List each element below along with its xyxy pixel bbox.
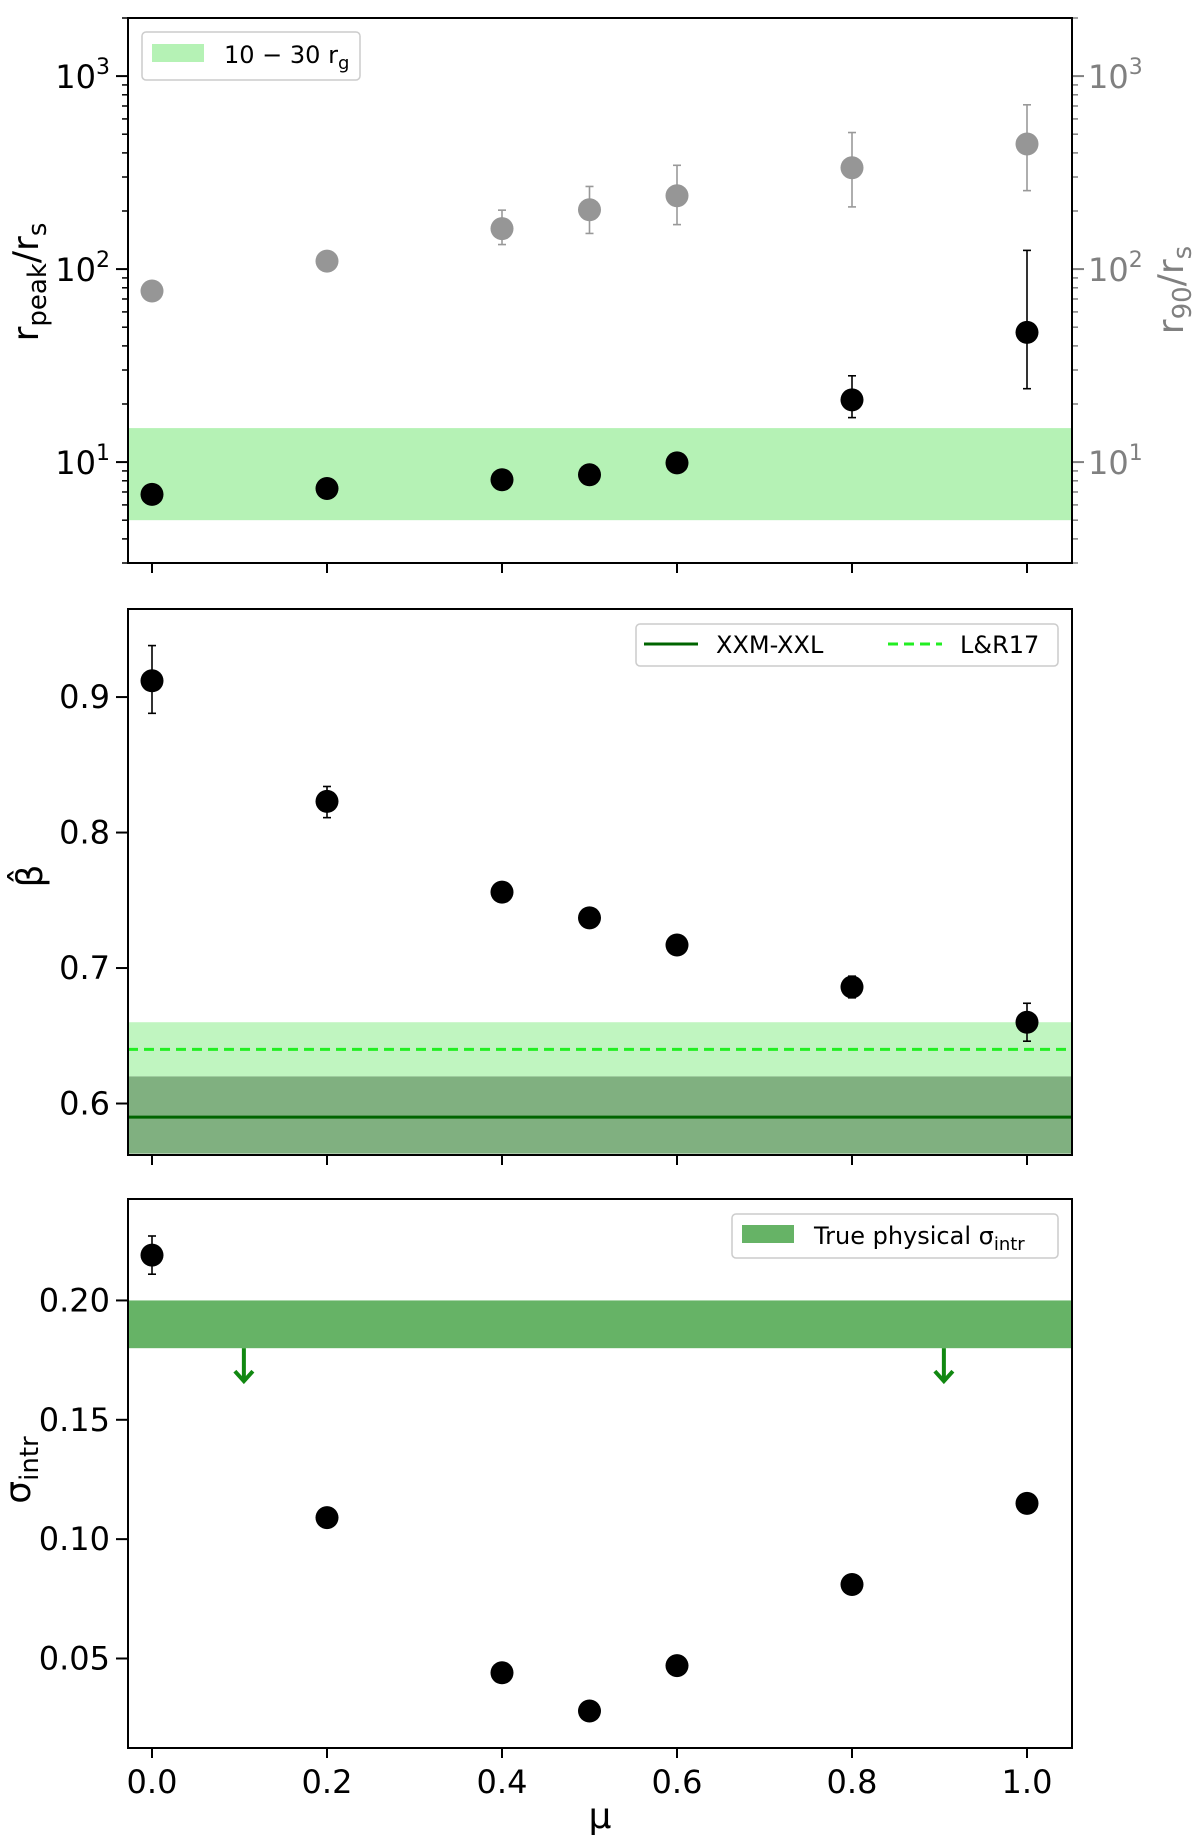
r90-point-2: [490, 217, 514, 241]
beta-point-2: [490, 880, 514, 904]
y-tick-label-left-10: 101: [55, 441, 110, 482]
top-ylabel-right: r90/rs: [1151, 246, 1198, 334]
top-ylabel: rpeak/rs: [6, 223, 53, 342]
r90-point-6: [1015, 132, 1039, 156]
panel-bottom: 0.05 0.10 0.15 0.20 0.0 0.2 0.4 0.6 0.8 1.0 True …: [0, 1198, 1073, 1835]
x-tick-label-0.4: 0.4: [477, 1763, 528, 1801]
rpeak-point-2: [490, 468, 514, 492]
sigma-point-5: [840, 1572, 864, 1596]
sigma-point-6: [1015, 1491, 1039, 1515]
rpeak-point-4: [665, 451, 689, 475]
r90-point-4: [665, 184, 689, 208]
y-tick-label-0.20: 0.20: [39, 1281, 110, 1319]
sigma-point-4: [665, 1654, 689, 1678]
legend-xxm-label: XXM-XXL: [716, 631, 824, 659]
beta-point-3: [578, 906, 601, 930]
bottom-legend-box: [731, 1213, 1059, 1259]
x-tick-label-0.8: 0.8: [827, 1763, 878, 1801]
upper-limit-arrows: [233, 1348, 955, 1385]
x-tick-label-0.2: 0.2: [302, 1763, 353, 1801]
sigma-point-1: [315, 1506, 339, 1530]
sigma-point-2: [490, 1661, 514, 1685]
bottom-axes-frame: [127, 1198, 1073, 1749]
y-tick-label-0.7: 0.7: [59, 949, 110, 987]
band-xxm-xxl: [128, 1076, 1072, 1154]
y-tick-label-left-100: 102: [55, 248, 110, 289]
y-tick-label-0.10: 0.10: [39, 1520, 110, 1558]
y-tick-label-0.8: 0.8: [59, 814, 110, 852]
panel-top: 101 101 102 102 103 103 10 − 30 rg rpeak/rs r…: [6, 17, 1198, 573]
bottom-legend: True physical σintr: [731, 1213, 1059, 1259]
series-r90: [140, 104, 1039, 303]
y-tick-label-right-10: 101: [1088, 441, 1143, 482]
bottom-ticks: 0.05 0.10 0.15 0.20 0.0 0.2 0.4 0.6 0.8 1.0: [39, 1281, 1053, 1801]
middle-ticks: 0.6 0.7 0.8 0.9: [59, 678, 1028, 1165]
rpeak-point-3: [578, 463, 601, 487]
beta-point-5: [840, 975, 864, 999]
arrow-head-1: [933, 1369, 955, 1385]
top-axes-frame: [127, 17, 1073, 564]
x-axis-label: μ: [589, 1796, 612, 1835]
bottom-legend-swatch: [742, 1225, 794, 1243]
y-tick-label-left-1000: 103: [55, 55, 110, 96]
y-tick-label-right-1000: 103: [1088, 55, 1143, 96]
beta-point-4: [665, 933, 689, 957]
top-ticks: 101 101 102 102 103 103: [55, 17, 1143, 573]
y-tick-label-0.9: 0.9: [59, 678, 110, 716]
y-tick-label-right-100: 102: [1088, 248, 1143, 289]
rpeak-point-6: [1015, 320, 1039, 344]
beta-point-0: [140, 669, 164, 693]
y-tick-label-0.15: 0.15: [39, 1401, 110, 1439]
middle-ylabel: β̂: [6, 865, 51, 888]
middle-legend: XXM-XXL L&R17: [635, 623, 1059, 667]
r90-point-3: [578, 198, 601, 222]
panel-middle: 0.6 0.7 0.8 0.9 XXM-XXL L&R17 β̂: [6, 608, 1073, 1165]
bottom-legend-label: True physical σintr: [813, 1222, 1025, 1255]
top-legend: 10 − 30 rg: [141, 31, 361, 81]
series-rpeak: [140, 249, 1039, 506]
sigma-point-3: [578, 1699, 601, 1723]
r90-point-1: [315, 249, 339, 273]
beta-point-1: [315, 789, 339, 813]
y-tick-label-0.6: 0.6: [59, 1085, 110, 1123]
legend-lr17-label: L&R17: [960, 631, 1039, 659]
arrow-head-0: [233, 1369, 255, 1385]
series-beta-hat: [140, 644, 1039, 1042]
bottom-ylabel: σintr: [0, 1436, 45, 1504]
x-tick-label-1.0: 1.0: [1002, 1763, 1053, 1801]
sigma-point-0: [140, 1243, 164, 1267]
band-true-physical: [128, 1300, 1072, 1349]
top-legend-swatch: [152, 44, 204, 62]
series-sigma-intr: [140, 1235, 1039, 1723]
x-tick-label-0.0: 0.0: [127, 1763, 178, 1801]
middle-legend-box: [635, 623, 1059, 667]
x-tick-label-0.6: 0.6: [652, 1763, 703, 1801]
r90-point-5: [840, 156, 864, 180]
rpeak-point-0: [140, 482, 164, 506]
beta-point-6: [1015, 1010, 1039, 1034]
y-tick-label-0.05: 0.05: [39, 1639, 110, 1677]
rpeak-point-5: [840, 388, 864, 412]
rpeak-point-1: [315, 476, 339, 500]
middle-axes-frame: [127, 608, 1073, 1156]
top-legend-label: 10 − 30 rg: [224, 41, 349, 74]
r90-point-0: [140, 279, 164, 303]
